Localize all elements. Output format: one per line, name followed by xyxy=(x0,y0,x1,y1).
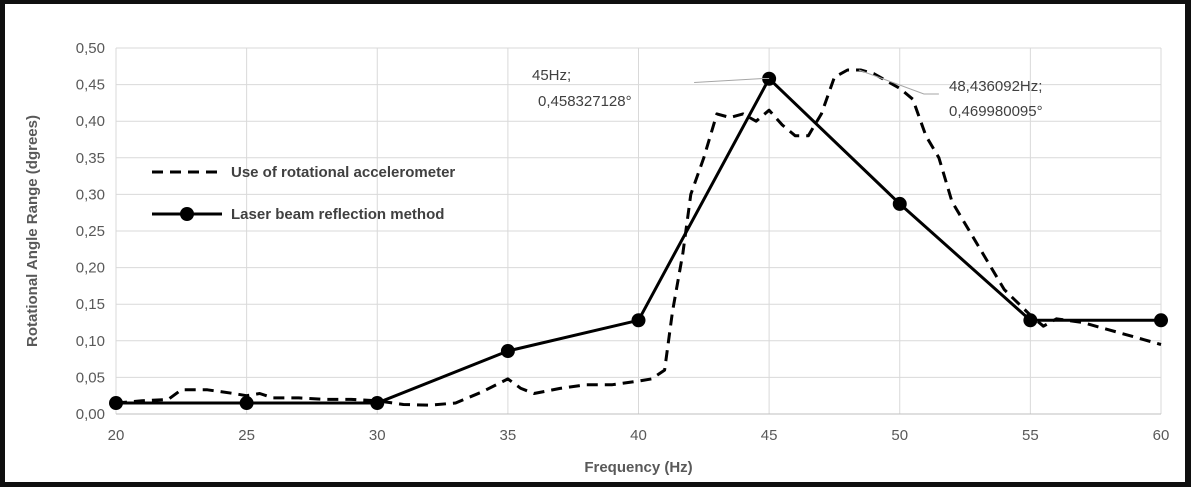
annotations: 45Hz; 0,458327128° 48,436092Hz; 0,469980095… xyxy=(532,67,1043,120)
legend-marker-laser xyxy=(180,207,194,221)
callout-45hz-line1: 45Hz; xyxy=(532,67,571,84)
callout-45hz-line2: 0,458327128° xyxy=(538,93,632,110)
x-tick-label: 55 xyxy=(1022,427,1039,444)
x-tick-label: 35 xyxy=(500,427,517,444)
y-axis-title: Rotational Angle Range (dgrees) xyxy=(24,115,41,347)
legend-label-accelerometer: Use of rotational accelerometer xyxy=(231,164,455,181)
laser-data-point xyxy=(1154,313,1168,327)
laser-data-point xyxy=(109,396,123,410)
x-tick-label: 50 xyxy=(891,427,908,444)
y-tick-label: 0,10 xyxy=(76,333,105,350)
y-tick-label: 0,20 xyxy=(76,260,105,277)
laser-data-point xyxy=(1023,313,1037,327)
laser-data-point xyxy=(632,313,646,327)
line-chart: 0,00 0,05 0,10 0,15 0,20 0,25 0,30 0,35 0,40 0,45… xyxy=(5,4,1185,482)
y-tick-label: 0,30 xyxy=(76,186,105,203)
y-tick-label: 0,35 xyxy=(76,150,105,167)
x-tick-label: 25 xyxy=(238,427,255,444)
x-axis-title: Frequency (Hz) xyxy=(584,459,692,476)
y-tick-label: 0,15 xyxy=(76,296,105,313)
legend-label-laser: Laser beam reflection method xyxy=(231,206,444,223)
y-tick-label: 0,25 xyxy=(76,223,105,240)
callout-peak-line1: 48,436092Hz; xyxy=(949,78,1042,95)
laser-data-point xyxy=(893,197,907,211)
x-tick-label: 60 xyxy=(1153,427,1170,444)
laser-data-point xyxy=(370,396,384,410)
x-tick-label: 45 xyxy=(761,427,778,444)
callout-leader-45hz xyxy=(694,79,769,83)
legend: Use of rotational accelerometer Laser bea… xyxy=(152,164,455,223)
x-tick-label: 30 xyxy=(369,427,386,444)
y-tick-label: 0,00 xyxy=(76,406,105,423)
y-tick-label: 0,40 xyxy=(76,113,105,130)
x-tick-label: 20 xyxy=(108,427,125,444)
laser-data-point xyxy=(240,396,254,410)
y-tick-label: 0,05 xyxy=(76,369,105,386)
callout-leader-peak xyxy=(859,70,939,94)
x-tick-label: 40 xyxy=(630,427,647,444)
callout-peak-line2: 0,469980095° xyxy=(949,103,1043,120)
y-tick-label: 0,45 xyxy=(76,77,105,94)
chart-area: 0,00 0,05 0,10 0,15 0,20 0,25 0,30 0,35 0,40 0,45… xyxy=(5,4,1185,482)
laser-data-point xyxy=(501,344,515,358)
y-tick-label: 0,50 xyxy=(76,40,105,57)
